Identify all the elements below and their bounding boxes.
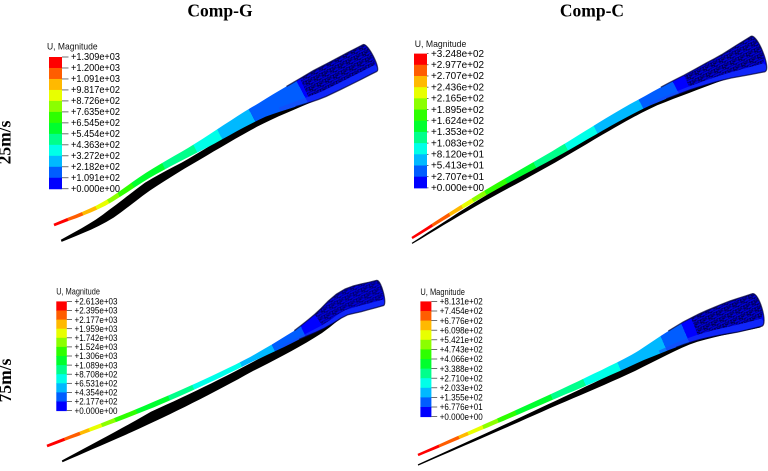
svg-text:25m/s: 25m/s <box>0 120 15 164</box>
svg-text:+6.531e+02: +6.531e+02 <box>75 379 118 389</box>
svg-text:+6.098e+02: +6.098e+02 <box>440 325 483 335</box>
svg-text:+0.000e+00: +0.000e+00 <box>75 406 118 416</box>
svg-text:+2.395e+03: +2.395e+03 <box>75 306 118 316</box>
svg-text:+7.454e+02: +7.454e+02 <box>440 306 483 316</box>
svg-text:+3.272e+02: +3.272e+02 <box>71 151 120 162</box>
svg-text:+2.182e+02: +2.182e+02 <box>71 162 120 173</box>
svg-text:+5.454e+02: +5.454e+02 <box>71 129 120 140</box>
svg-text:+5.421e+02: +5.421e+02 <box>440 335 483 345</box>
svg-text:U, Magnitude: U, Magnitude <box>56 287 100 297</box>
svg-text:+1.091e+02: +1.091e+02 <box>71 173 120 184</box>
svg-text:+0.000e+00: +0.000e+00 <box>71 184 120 195</box>
svg-text:U, Magnitude: U, Magnitude <box>47 42 98 53</box>
svg-text:+2.977e+02: +2.977e+02 <box>431 60 484 71</box>
svg-text:+0.000e+00: +0.000e+00 <box>440 412 483 422</box>
svg-text:+1.353e+02: +1.353e+02 <box>431 127 484 138</box>
svg-text:+8.131e+02: +8.131e+02 <box>440 297 483 307</box>
svg-text:+1.355e+02: +1.355e+02 <box>440 393 483 403</box>
svg-text:+1.309e+03: +1.309e+03 <box>71 52 120 63</box>
svg-text:+1.306e+03: +1.306e+03 <box>75 351 118 361</box>
svg-text:+0.000e+00: +0.000e+00 <box>431 183 484 194</box>
svg-text:+6.776e+01: +6.776e+01 <box>440 402 483 412</box>
svg-text:+8.708e+02: +8.708e+02 <box>75 369 118 379</box>
svg-text:+2.707e+02: +2.707e+02 <box>431 71 484 82</box>
svg-text:+2.613e+03: +2.613e+03 <box>75 297 118 307</box>
svg-text:+5.413e+01: +5.413e+01 <box>431 161 484 172</box>
svg-text:+2.177e+02: +2.177e+02 <box>75 397 118 407</box>
svg-text:+4.363e+02: +4.363e+02 <box>71 140 120 151</box>
svg-text:+6.776e+02: +6.776e+02 <box>440 316 483 326</box>
svg-text:+2.165e+02: +2.165e+02 <box>431 94 484 105</box>
svg-text:+7.635e+02: +7.635e+02 <box>71 107 120 118</box>
svg-text:+2.710e+02: +2.710e+02 <box>440 373 483 383</box>
svg-text:Comp-G: Comp-G <box>187 1 253 21</box>
svg-text:75m/s: 75m/s <box>0 358 15 402</box>
svg-text:+1.959e+03: +1.959e+03 <box>75 324 118 334</box>
svg-text:+1.091e+03: +1.091e+03 <box>71 74 120 85</box>
svg-text:+2.177e+03: +2.177e+03 <box>75 315 118 325</box>
svg-text:+4.743e+02: +4.743e+02 <box>440 345 483 355</box>
svg-text:+2.033e+02: +2.033e+02 <box>440 383 483 393</box>
svg-text:U, Magnitude: U, Magnitude <box>420 287 465 297</box>
svg-text:+3.248e+02: +3.248e+02 <box>431 49 484 60</box>
svg-text:U, Magnitude: U, Magnitude <box>415 39 467 50</box>
svg-text:+1.083e+02: +1.083e+02 <box>431 138 484 149</box>
svg-text:+1.524e+03: +1.524e+03 <box>75 342 118 352</box>
svg-text:+1.742e+03: +1.742e+03 <box>75 333 118 343</box>
svg-text:+9.817e+02: +9.817e+02 <box>71 85 120 96</box>
svg-text:+6.545e+02: +6.545e+02 <box>71 118 120 129</box>
svg-text:+4.066e+02: +4.066e+02 <box>440 354 483 364</box>
svg-text:+1.624e+02: +1.624e+02 <box>431 116 484 127</box>
svg-text:+8.120e+01: +8.120e+01 <box>431 150 484 161</box>
svg-text:+2.436e+02: +2.436e+02 <box>431 82 484 93</box>
svg-text:+1.089e+03: +1.089e+03 <box>75 360 118 370</box>
svg-text:+1.200e+03: +1.200e+03 <box>71 63 120 74</box>
svg-text:+3.388e+02: +3.388e+02 <box>440 364 483 374</box>
svg-text:+4.354e+02: +4.354e+02 <box>75 388 118 398</box>
svg-text:+1.895e+02: +1.895e+02 <box>431 105 484 116</box>
svg-text:+2.707e+01: +2.707e+01 <box>431 172 484 183</box>
svg-text:Comp-C: Comp-C <box>560 1 624 21</box>
svg-text:+8.726e+02: +8.726e+02 <box>71 96 120 107</box>
